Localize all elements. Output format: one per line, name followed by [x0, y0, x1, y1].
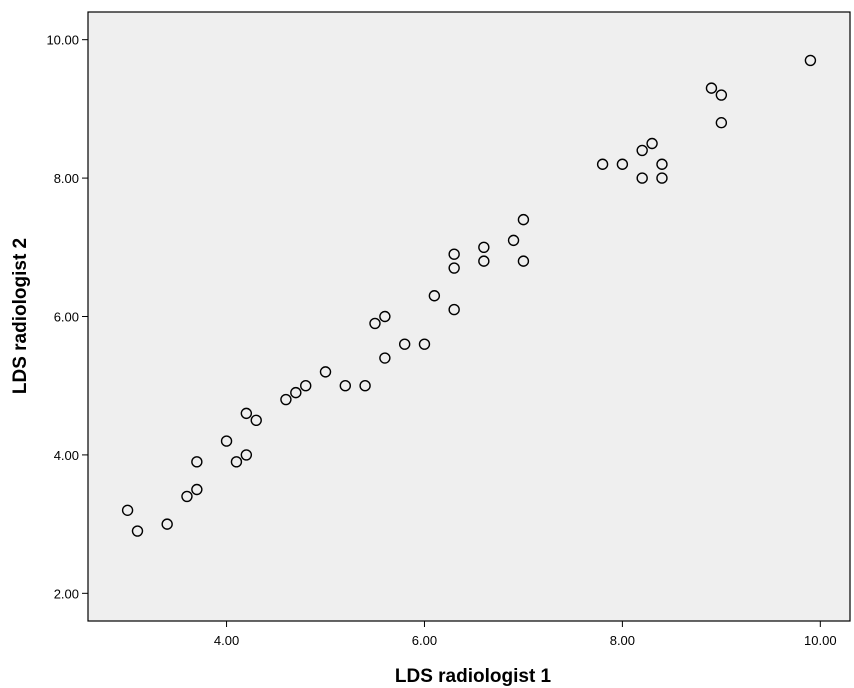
data-point — [804, 54, 817, 67]
data-point — [478, 241, 490, 253]
data-point — [220, 435, 233, 447]
data-point — [636, 144, 648, 157]
data-point — [230, 456, 243, 468]
data-point — [448, 303, 460, 316]
data-point — [300, 380, 312, 392]
data-point — [428, 290, 441, 302]
data-point — [646, 137, 658, 150]
data-point — [191, 456, 203, 468]
data-point — [507, 234, 520, 247]
data-point — [379, 352, 391, 364]
x-axis-title: LDS radiologist 1 — [395, 666, 552, 687]
data-point — [616, 158, 629, 170]
data-point — [161, 518, 173, 530]
data-point — [656, 172, 668, 184]
y-tick-label: 2.00 — [54, 586, 79, 601]
data-point — [131, 525, 144, 537]
data-point — [369, 317, 381, 330]
data-point — [636, 172, 648, 184]
y-tick-label: 8.00 — [54, 171, 79, 186]
data-point — [250, 414, 262, 427]
x-tick-label: 6.00 — [412, 633, 437, 648]
data-point — [448, 248, 460, 260]
y-axis-title: LDS radiologist 2 — [10, 238, 31, 394]
data-point — [121, 504, 134, 516]
data-point — [596, 158, 609, 170]
data-point — [705, 82, 718, 94]
plot-area — [87, 11, 851, 622]
data-point — [280, 393, 292, 406]
x-tick-label: 10.00 — [804, 633, 837, 648]
data-point — [191, 483, 203, 496]
data-point — [319, 366, 332, 378]
data-point — [517, 255, 530, 267]
data-point — [478, 255, 490, 267]
data-point — [240, 449, 253, 461]
x-tick-label: 4.00 — [214, 633, 239, 648]
data-point — [448, 262, 460, 274]
data-point — [517, 213, 530, 226]
data-points — [121, 54, 817, 537]
x-tick-label: 8.00 — [610, 633, 635, 648]
data-point — [290, 386, 302, 399]
y-tick-label: 10.00 — [46, 33, 79, 48]
data-point — [418, 338, 431, 350]
data-point — [359, 380, 371, 392]
data-point — [715, 117, 728, 129]
data-point — [181, 490, 193, 503]
data-point — [398, 338, 411, 350]
data-point — [339, 380, 351, 392]
data-point — [715, 89, 728, 101]
x-axis: 4.00 6.00 8.00 10.00 — [214, 621, 837, 648]
y-tick-label: 4.00 — [54, 448, 79, 463]
y-axis: 2.00 4.00 6.00 8.00 10.00 — [46, 33, 88, 601]
data-point — [240, 407, 253, 420]
data-point — [379, 310, 391, 323]
data-point — [656, 158, 668, 170]
y-tick-label: 6.00 — [54, 310, 79, 325]
